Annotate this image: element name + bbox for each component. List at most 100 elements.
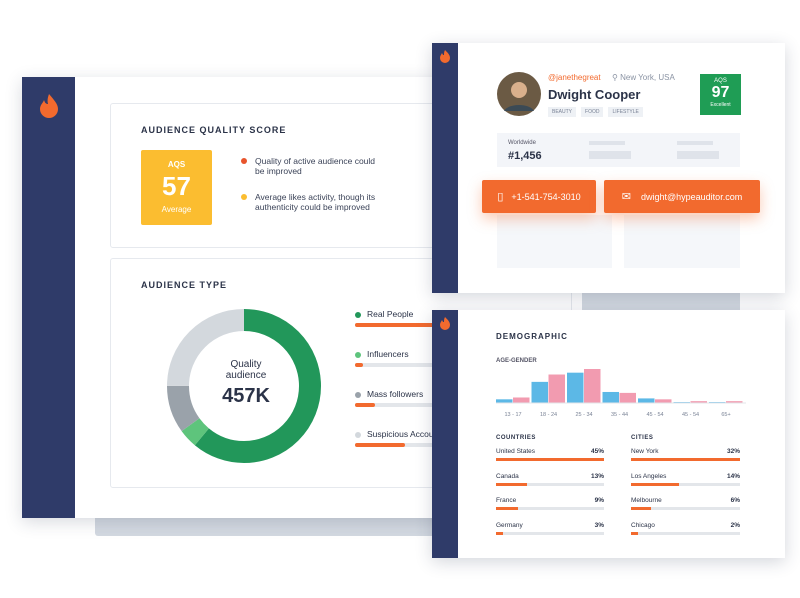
legend-dot <box>355 312 361 318</box>
list-row: Melbourne 6% <box>631 497 740 522</box>
phone-button[interactable]: ▯ +1-541-754-3010 <box>482 180 596 213</box>
bar <box>567 372 584 403</box>
donut <box>167 309 321 463</box>
profile-name: Dwight Cooper <box>548 87 641 102</box>
row-value: 13% <box>590 472 604 480</box>
legend-dot <box>355 392 361 398</box>
bar <box>513 397 530 403</box>
placeholder-box <box>624 215 740 268</box>
list-row: Germany 3% <box>496 522 604 547</box>
x-tick-label: 45 - 54 <box>646 412 663 418</box>
rank-label: Worldwide <box>508 140 536 146</box>
profile-card: @janethegreat ⚲ New York, USA Dwight Coo… <box>432 43 785 293</box>
center-label: Quality audience <box>225 359 267 381</box>
donut-segment <box>167 309 321 463</box>
placeholder <box>589 151 631 159</box>
placeholder <box>677 151 719 159</box>
x-tick-label: 13 - 17 <box>504 412 521 418</box>
sidebar <box>432 310 458 558</box>
legend-label: Mass followers <box>367 389 424 399</box>
cities: CITIES New York 32% Los Angeles 14% Melbourne… <box>631 435 740 546</box>
list-row: France 9% <box>496 497 604 522</box>
bar <box>602 391 619 403</box>
location: ⚲ New York, USA <box>612 73 675 82</box>
bar <box>584 369 601 403</box>
row-bar <box>631 507 652 510</box>
phone-icon: ▯ <box>497 191 504 203</box>
aqs-grade: Excellent <box>710 102 731 108</box>
tags: BEAUTY FOOD LIFESTYLE <box>548 107 643 117</box>
avatar <box>497 72 541 116</box>
note-text: Average likes activity, though its authe… <box>255 192 376 212</box>
tag: FOOD <box>581 107 604 117</box>
aqs-label: AQS <box>167 160 186 169</box>
flame-icon <box>40 94 58 118</box>
tag: LIFESTYLE <box>608 107 643 117</box>
row-value: 2% <box>730 521 740 529</box>
row-value: 3% <box>594 521 604 529</box>
countries: COUNTRIES United States 45% Canada 13% France… <box>496 435 604 546</box>
flame-icon <box>440 317 450 330</box>
row-name: Canada <box>496 472 519 480</box>
donut-segment <box>167 309 321 463</box>
handle: @janethegreat <box>548 73 601 82</box>
row-value: 14% <box>726 472 740 480</box>
donut-center: Quality audience 457K <box>191 359 301 408</box>
notes: Quality of active audience could be impr… <box>241 156 381 228</box>
aqs-value: 97 <box>711 84 730 101</box>
aqs-badge: AQS 97 Excellent <box>700 74 741 115</box>
legend-label: Suspicious Accounts <box>367 429 445 439</box>
email-button[interactable]: ✉ dwight@hypeauditor.com <box>604 180 760 213</box>
bar <box>655 399 672 403</box>
row-bar <box>631 482 679 486</box>
row-bar <box>496 507 518 510</box>
bar <box>638 398 655 403</box>
bar <box>690 401 707 403</box>
row-bar <box>631 458 740 461</box>
list-row: New York 32% <box>631 448 740 473</box>
x-tick-label: 65+ <box>721 412 730 418</box>
placeholder <box>677 141 713 145</box>
sidebar <box>432 43 458 293</box>
note: Average likes activity, though its authe… <box>241 192 381 212</box>
row-value: 45% <box>590 448 604 455</box>
legend-bar <box>355 363 363 367</box>
legend-dot <box>355 432 361 438</box>
placeholder-box <box>497 215 612 268</box>
list-row: Canada 13% <box>496 473 604 498</box>
bar <box>619 392 636 403</box>
row-name: Melbourne <box>631 497 662 504</box>
row-track <box>631 507 740 510</box>
row-track <box>496 458 604 461</box>
row-track <box>496 531 604 535</box>
note-dot <box>241 194 247 200</box>
x-tick-label: 18 - 24 <box>540 412 557 418</box>
row-value: 9% <box>594 497 604 504</box>
row-bar <box>496 458 604 461</box>
row-track <box>496 482 604 486</box>
row-track <box>631 482 740 486</box>
list-row: United States 45% <box>496 448 604 473</box>
legend-bar <box>355 403 375 407</box>
bar <box>726 401 743 403</box>
x-tick-label: 25 - 34 <box>575 412 592 418</box>
row-track <box>496 507 604 510</box>
x-tick-label: 35 - 44 <box>611 412 628 418</box>
row-name: New York <box>631 448 659 455</box>
flame-icon <box>440 50 450 63</box>
list-row: Los Angeles 14% <box>631 473 740 498</box>
row-value: 6% <box>730 497 740 504</box>
legend-label: Influencers <box>367 349 409 359</box>
row-name: France <box>496 497 517 504</box>
section-title: DEMOGRAPHIC <box>496 332 568 341</box>
aqs-value: 57 <box>162 171 191 201</box>
row-name: Germany <box>496 521 523 529</box>
aqs-grade: Average <box>161 205 192 214</box>
row-name: Chicago <box>631 521 655 529</box>
tag: BEAUTY <box>548 107 577 117</box>
note-text: Quality of active audience could be impr… <box>255 156 376 176</box>
chart-title: AGE-GENDER <box>496 358 537 364</box>
note: Quality of active audience could be impr… <box>241 156 381 176</box>
location-text: New York, USA <box>620 73 675 82</box>
